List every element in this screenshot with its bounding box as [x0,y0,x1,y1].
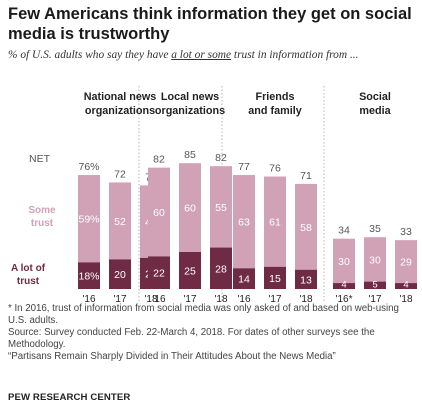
row-label-net: NET [29,153,51,165]
bar-a-lot-of-trust [148,256,170,289]
group-title: organizations [155,105,225,117]
bar-some-trust [333,238,355,284]
bar-a-lot-of-trust [264,266,286,289]
bar-some-trust [264,176,286,267]
value-label-a-lot-of-trust: 15 [269,273,281,285]
value-label-a-lot-of-trust: 20 [114,269,126,281]
group-title: Local news [161,91,219,103]
bar-a-lot-of-trust [233,268,255,289]
group-title: and family [248,105,301,117]
bar-a-lot-of-trust [210,247,232,289]
year-tick-label: '18 [214,294,227,304]
bar-a-lot-of-trust [78,262,100,289]
value-label-net: 34 [338,225,350,237]
bar-some-trust [148,167,170,257]
value-label-some-trust: 29 [400,257,412,269]
bar-a-lot-of-trust [333,283,355,289]
group-title: Friends [256,91,295,103]
footnote: * In 2016, trust of information from soc… [8,303,399,326]
bar-a-lot-of-trust [395,283,417,289]
value-label-net: 35 [369,223,381,235]
group-title: media [359,105,391,117]
value-label-a-lot-of-trust: 22 [153,268,165,280]
value-label-net: 71 [300,170,312,182]
year-tick-label: '18 [144,294,157,304]
value-label-net: 82 [153,154,165,166]
bar-a-lot-of-trust [179,252,201,289]
row-label-some-trust: Some [28,205,56,216]
year-tick-label: '18 [399,294,412,304]
chart-notes: * In 2016, trust of information from soc… [8,303,416,363]
value-label-a-lot-of-trust: 4 [341,280,346,291]
value-label-some-trust: 60 [153,207,165,219]
value-label-a-lot-of-trust: 28 [215,263,227,275]
year-tick-label: '17 [368,294,381,304]
value-label-some-trust: 58 [300,222,312,234]
year-tick-label: '17 [268,294,281,304]
source-organization: PEW RESEARCH CENTER [8,392,131,403]
subtitle-suffix: trust in information from ... [231,49,359,61]
bar-some-trust [295,183,317,270]
subtitle-prefix: % of U.S. adults who say they have [8,49,172,61]
source-note: Source: Survey conducted Feb. 22-March 4… [8,327,375,350]
stacked-bar-chart: NET Some trust A lot of trust National news or… [11,86,417,304]
value-label-net: 76 [269,163,281,175]
value-label-some-trust: 60 [184,203,196,215]
bar-a-lot-of-trust [364,281,386,289]
value-label-some-trust: 59% [78,214,99,226]
value-label-some-trust: 52 [114,216,126,228]
value-label-net: 76% [78,161,99,173]
chart-title: Few Americans think information they get… [8,5,412,43]
year-tick-label: '16 [152,294,165,304]
value-label-a-lot-of-trust: 13 [300,274,312,286]
row-label-a-lot-of-trust: A lot of [11,263,46,274]
value-label-a-lot-of-trust: 18% [78,271,99,283]
year-tick-label: '16* [336,294,353,304]
bar-some-trust [210,166,232,248]
year-tick-label: '17 [183,294,196,304]
value-label-some-trust: 61 [269,217,281,229]
bar-a-lot-of-trust [295,269,317,289]
value-label-net: 33 [400,226,412,238]
value-label-a-lot-of-trust: 25 [184,266,196,278]
value-label-some-trust: 30 [338,256,350,268]
report-title-note: “Partisans Remain Sharply Divided in The… [8,351,336,362]
row-label-some-trust: trust [31,218,54,229]
bar-some-trust [179,163,201,252]
year-tick-label: '16 [237,294,250,304]
value-label-net: 72 [114,168,126,180]
year-tick-label: '17 [113,294,126,304]
subtitle-emphasis: a lot or some [171,49,232,61]
year-tick-label: '16 [82,294,95,304]
value-label-some-trust: 63 [238,217,250,229]
value-label-a-lot-of-trust: 4 [403,280,408,291]
value-label-some-trust: 55 [215,202,227,214]
group-title: National news [84,91,157,103]
row-label-a-lot-of-trust: trust [17,276,40,287]
value-label-a-lot-of-trust: 5 [372,280,377,291]
value-label-net: 82 [215,152,227,164]
bar-some-trust [109,182,131,260]
year-tick-label: '18 [299,294,312,304]
value-label-net: 85 [184,149,196,161]
value-label-net: 77 [238,161,250,173]
group-title: Social [359,91,391,103]
bar-some-trust [233,175,255,269]
chart-subtitle: % of U.S. adults who say they have a lot… [8,49,418,61]
bar-some-trust [78,175,100,263]
group-title: organizations [85,105,155,117]
value-label-some-trust: 30 [369,254,381,266]
bar-some-trust [364,237,386,282]
bar-some-trust [395,240,417,284]
bar-a-lot-of-trust [109,259,131,289]
value-label-a-lot-of-trust: 14 [238,274,250,286]
